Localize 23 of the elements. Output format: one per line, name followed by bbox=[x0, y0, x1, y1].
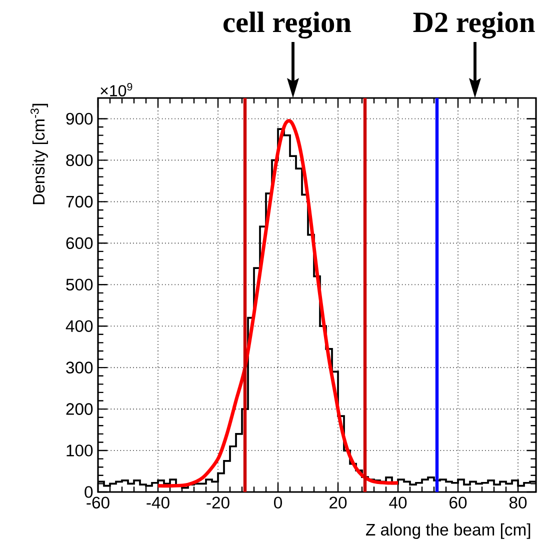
y-tick-label: 200 bbox=[66, 403, 93, 415]
x-tick-label: -20 bbox=[206, 496, 230, 509]
y-tick-label: 300 bbox=[66, 362, 93, 374]
y-tick-label: 100 bbox=[66, 444, 93, 456]
x-tick-label: -60 bbox=[86, 496, 110, 509]
y-tick-label: 500 bbox=[66, 278, 93, 291]
y-tick-label: 0 bbox=[84, 486, 93, 498]
x-tick-label: 0 bbox=[274, 496, 282, 509]
y-tick-label: 600 bbox=[66, 237, 93, 250]
x-tick-label: 80 bbox=[509, 496, 527, 509]
y-tick-label: 700 bbox=[66, 196, 93, 208]
y-tick-label: 800 bbox=[66, 154, 93, 166]
x-tick-label: -40 bbox=[146, 496, 170, 509]
x-axis-title: Z along the beam [cm] bbox=[366, 523, 530, 539]
x-tick-label: 60 bbox=[450, 496, 467, 509]
y-tick-label: 900 bbox=[66, 112, 93, 125]
text: ×10$^{9}$ bbox=[100, 82, 132, 96]
y-axis-title: Density [cm$^{-3}$] bbox=[30, 104, 48, 204]
text: D2 region bbox=[413, 12, 535, 38]
x-tick-label: 20 bbox=[330, 496, 347, 509]
text: cell region bbox=[224, 12, 352, 38]
x-tick-label: 40 bbox=[389, 496, 407, 509]
y-tick-label: 400 bbox=[66, 320, 93, 332]
